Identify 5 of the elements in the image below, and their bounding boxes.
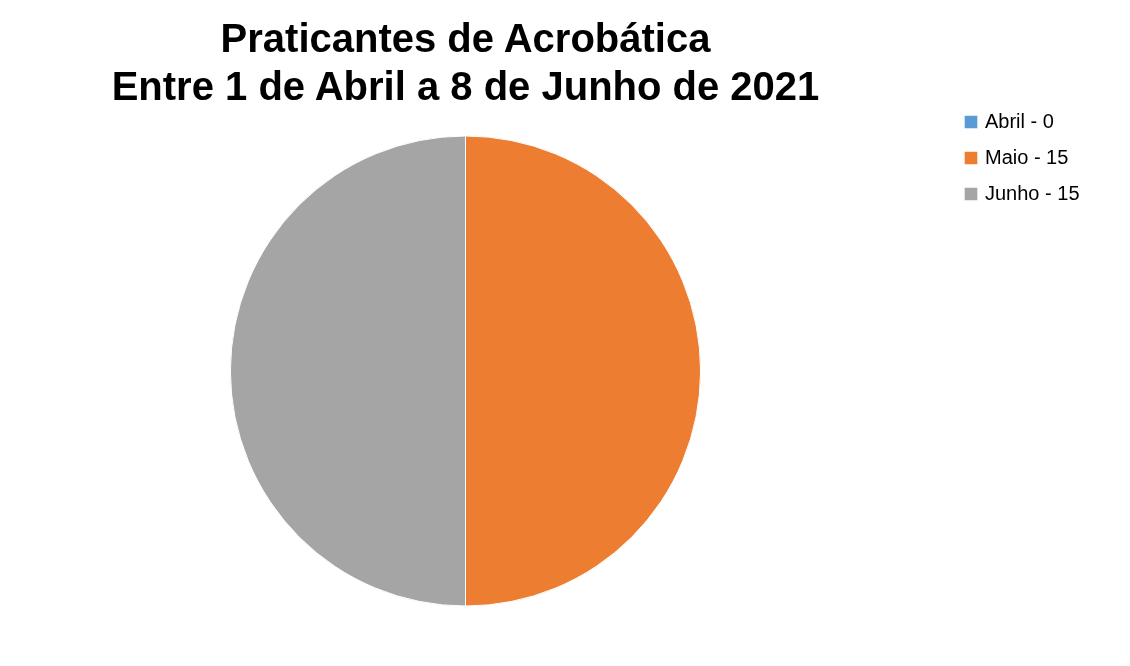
- legend-label: Abril - 0: [985, 110, 1054, 132]
- chart-subtitle: Entre 1 de Abril a 8 de Junho de 2021: [111, 64, 820, 108]
- legend-label: Junho - 15: [985, 182, 1080, 204]
- legend-label: Maio - 15: [985, 146, 1069, 168]
- chart-title: Praticantes de Acrobática: [220, 16, 712, 60]
